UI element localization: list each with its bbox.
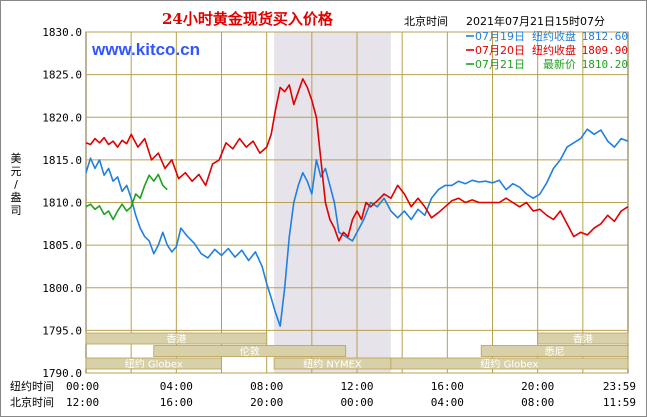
- legend-series-value: 1812.60: [582, 30, 628, 43]
- series-line: [85, 78, 629, 242]
- session-bar: [153, 345, 347, 357]
- x-tick-label-bj: 04:00: [431, 396, 464, 409]
- session-label: 悉尼: [545, 346, 565, 358]
- y-axis-label-char: 元: [11, 165, 22, 178]
- session-label: 纽约 Globex: [125, 358, 183, 371]
- x-tick-label-ny: 04:00: [160, 380, 193, 393]
- x-tick-label-bj: 00:00: [340, 396, 373, 409]
- y-tick-label: 1790.0: [42, 367, 82, 380]
- session-label: 香港: [166, 334, 186, 346]
- y-axis-ticks: 1790.0 1795.0 1800.0 1805.0 1810.0 1815.0 1820…: [42, 26, 82, 380]
- legend-series-desc: 纽约收盘: [532, 29, 576, 43]
- y-tick-label: 1830.0: [42, 26, 82, 39]
- legend-series-value: 1809.90: [582, 44, 628, 57]
- y-tick-label: 1795.0: [42, 324, 82, 337]
- session-label: 纽约 Globex: [480, 358, 538, 371]
- y-axis-label-char: 司: [11, 204, 22, 217]
- x-axis-bj-label: 北京时间: [10, 395, 54, 409]
- session-label: 伦敦: [240, 345, 260, 358]
- timestamp: 2021年07月21日15时07分: [466, 14, 605, 28]
- legend: 07月19日 纽约收盘 1812.60 07月20日 纽约收盘 1809.90 07月21日…: [466, 29, 628, 71]
- session-label: 香港: [573, 334, 593, 346]
- x-tick-label-bj: 20:00: [250, 396, 283, 409]
- x-tick-label-ny: 00:00: [66, 380, 99, 393]
- y-tick-label: 1815.0: [42, 154, 82, 167]
- grid-lines: [86, 31, 628, 374]
- session-label: 纽约 NYMEX: [303, 358, 362, 371]
- y-tick-label: 1825.0: [42, 69, 82, 82]
- legend-series-name: 07月21日: [475, 58, 525, 71]
- x-tick-label-bj: 16:00: [160, 396, 193, 409]
- session-bar: [85, 332, 268, 345]
- series-line: [85, 173, 168, 221]
- source-url: www.kitco.cn: [91, 40, 200, 59]
- series-line: [85, 128, 629, 327]
- y-tick-label: 1800.0: [42, 282, 82, 295]
- legend-series-desc: 纽约收盘: [532, 43, 576, 57]
- session-bar: [480, 345, 629, 357]
- timezone-label: 北京时间: [404, 14, 448, 28]
- session-bar: [390, 357, 629, 370]
- y-axis-label-char: 盎: [11, 190, 22, 204]
- x-tick-label-ny: 23:59: [603, 380, 636, 393]
- chart-title: 24小时黄金现货买入价格: [162, 10, 334, 28]
- y-tick-label: 1805.0: [42, 239, 82, 252]
- legend-series-desc: 最新价: [543, 57, 576, 71]
- y-axis-label-char: /: [14, 178, 18, 191]
- x-tick-label-ny: 20:00: [521, 380, 554, 393]
- y-tick-label: 1810.0: [42, 197, 82, 210]
- legend-series-value: 1810.20: [582, 58, 628, 71]
- y-axis-label: 美元/盎司: [11, 152, 22, 217]
- x-tick-label-ny: 12:00: [340, 380, 373, 393]
- y-axis-label-char: 美: [11, 152, 22, 165]
- y-tick-label: 1820.0: [42, 111, 82, 124]
- x-axis-ny-label: 纽约时间: [10, 379, 54, 393]
- x-tick-label-bj: 12:00: [66, 396, 99, 409]
- legend-series-name: 07月19日: [475, 30, 525, 43]
- x-axis-ticks: 00:00 12:00 04:00 16:00 08:00 20:00 12:00 00:00…: [66, 380, 636, 409]
- x-tick-label-bj: 11:59: [603, 396, 636, 409]
- session-bar: [537, 332, 629, 345]
- x-tick-label-ny: 16:00: [431, 380, 464, 393]
- legend-series-name: 07月20日: [475, 44, 525, 57]
- x-tick-label-ny: 08:00: [250, 380, 283, 393]
- session-bar: [85, 357, 222, 370]
- x-tick-label-bj: 08:00: [521, 396, 554, 409]
- series-layer: [85, 78, 629, 327]
